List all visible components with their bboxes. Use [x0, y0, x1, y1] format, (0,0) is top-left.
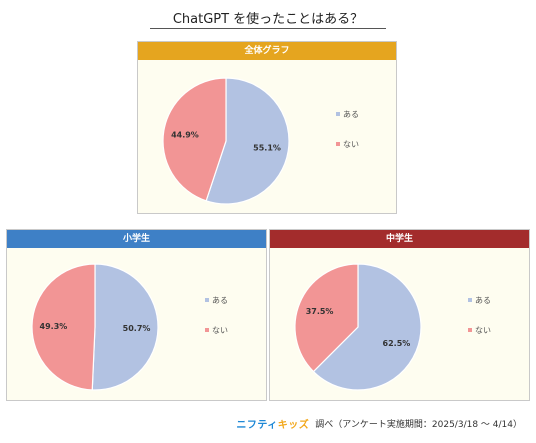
pie-panel-overall: 全体グラフ 55.1% 44.9% あるない — [137, 41, 397, 214]
panel-header-overall: 全体グラフ — [138, 42, 396, 60]
legend-label-elementary-yes: ある — [212, 296, 228, 305]
pie-slice-junior-high-yes — [312, 263, 422, 391]
pie-data-label-overall-yes: 55.1% — [253, 144, 281, 153]
legend-swatch-overall-yes — [336, 112, 340, 116]
pie-slice-overall-yes — [205, 77, 290, 205]
legend-swatch-elementary-no — [205, 328, 209, 332]
brand-logo-part2: キッズ — [277, 420, 310, 431]
pie-panel-junior-high: 中学生 62.5% 37.5% あるない — [269, 229, 530, 401]
pie-slice-elementary-no — [31, 263, 96, 391]
footer: ニフティキッズ 調べ（アンケート実施期間：2025/3/18 ～ 4/14） — [236, 416, 522, 431]
pie-data-label-junior-high-no: 37.5% — [306, 307, 334, 316]
survey-note: 調べ（アンケート実施期間：2025/3/18 ～ 4/14） — [315, 420, 522, 430]
legend-label-overall-yes: ある — [343, 110, 359, 119]
pie-slice-overall-no — [162, 77, 227, 202]
pie-data-label-elementary-no: 49.3% — [40, 322, 68, 331]
legend-label-overall-no: ない — [343, 140, 359, 149]
legend-label-junior-high-yes: ある — [475, 296, 491, 305]
legend-swatch-junior-high-yes — [468, 298, 472, 302]
brand-logo-part1: ニフティ — [236, 420, 278, 431]
pie-slice-elementary-yes — [91, 263, 159, 391]
panel-header-junior-high: 中学生 — [270, 230, 529, 248]
pie-data-label-elementary-yes: 50.7% — [123, 324, 151, 333]
legend-swatch-junior-high-no — [468, 328, 472, 332]
legend-swatch-overall-no — [336, 142, 340, 146]
panel-header-elementary: 小学生 — [7, 230, 266, 248]
pie-slice-junior-high-no — [294, 263, 359, 373]
brand-logo: ニフティキッズ — [236, 416, 309, 431]
title-underline — [150, 28, 386, 29]
legend-label-junior-high-no: ない — [475, 326, 491, 335]
page-title: ChatGPT を使ったことはある？ — [172, 12, 364, 27]
pie-data-label-overall-no: 44.9% — [171, 130, 199, 139]
legend-label-elementary-no: ない — [212, 326, 228, 335]
pie-data-label-junior-high-yes: 62.5% — [383, 339, 411, 348]
pie-panel-elementary: 小学生 50.7% 49.3% あるない — [6, 229, 267, 401]
legend-swatch-elementary-yes — [205, 298, 209, 302]
